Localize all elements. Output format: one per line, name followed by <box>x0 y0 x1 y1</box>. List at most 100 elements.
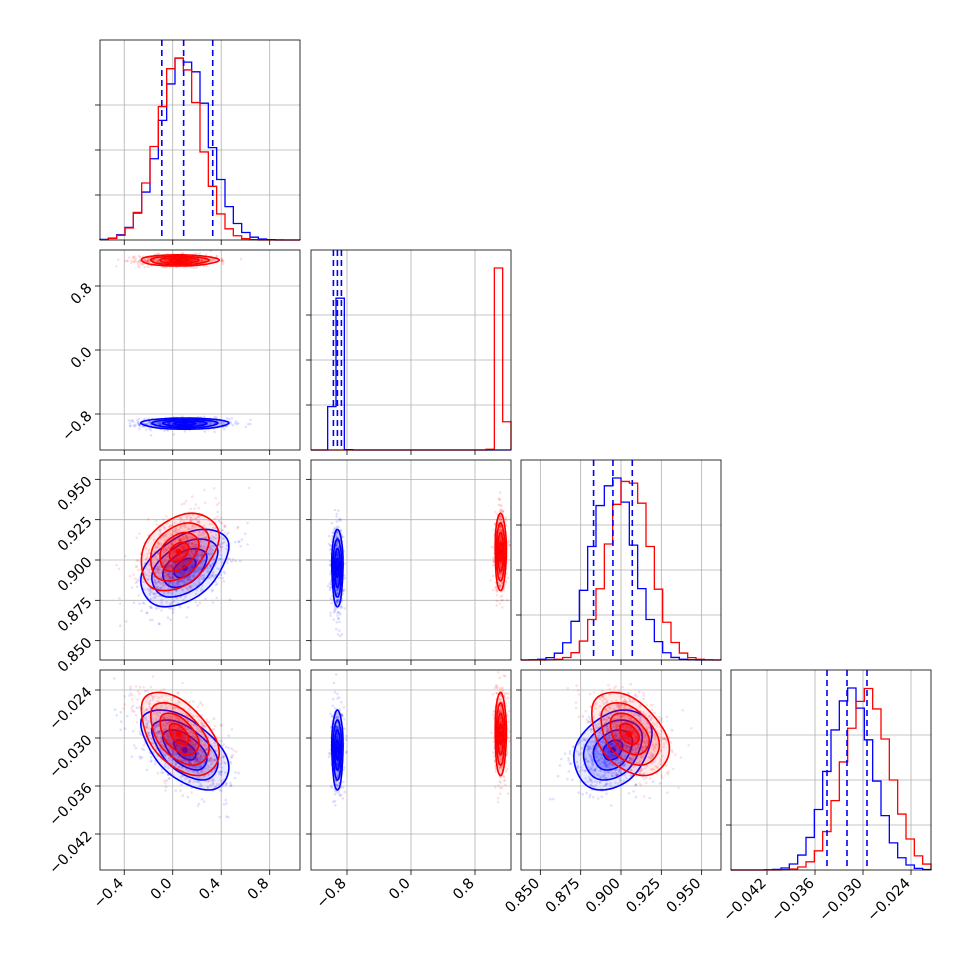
scatter-point <box>225 802 228 805</box>
scatter-point <box>151 560 154 564</box>
scatter-point <box>186 570 190 574</box>
scatter-point <box>184 499 188 503</box>
scatter-point <box>178 564 181 567</box>
scatter-point <box>132 573 135 577</box>
scatter-point <box>182 598 185 601</box>
scatter-point <box>180 415 184 418</box>
scatter-point <box>126 714 129 718</box>
scatter-point <box>343 588 346 592</box>
scatter-point <box>167 541 171 544</box>
panel-3-0 <box>95 669 301 875</box>
scatter-point <box>169 564 173 568</box>
scatter-point <box>153 580 156 584</box>
scatter-point <box>218 815 221 819</box>
scatter-point <box>187 541 191 545</box>
scatter-point <box>130 755 134 758</box>
scatter-point <box>169 564 173 567</box>
scatter-point <box>178 536 181 539</box>
scatter-point <box>167 546 170 549</box>
scatter-point <box>188 565 191 569</box>
scatter-point <box>166 573 170 576</box>
scatter-point <box>173 550 177 554</box>
scatter-point <box>157 542 160 545</box>
scatter-point <box>162 258 166 262</box>
scatter-point <box>210 545 213 548</box>
scatter-point <box>158 529 162 532</box>
scatter-point <box>190 516 193 520</box>
scatter-point <box>170 565 174 569</box>
scatter-point <box>181 562 185 566</box>
scatter-point <box>143 417 147 421</box>
scatter-point <box>176 538 180 541</box>
scatter-point <box>201 547 204 551</box>
scatter-point <box>165 548 168 552</box>
scatter-point <box>500 594 504 598</box>
scatter-point <box>208 422 212 426</box>
scatter-point <box>172 567 175 570</box>
scatter-point <box>134 581 138 584</box>
scatter-point <box>214 533 218 536</box>
scatter-point <box>187 527 191 531</box>
panel-frame <box>99 459 301 661</box>
scatter-point <box>171 557 174 560</box>
scatter-point <box>171 575 175 579</box>
scatter-point <box>218 543 222 547</box>
panel-frame <box>99 39 301 241</box>
scatter-point <box>147 548 151 552</box>
scatter-point <box>165 543 168 547</box>
scatter-point <box>342 535 345 539</box>
scatter-point <box>175 537 178 540</box>
scatter-point <box>165 566 169 569</box>
scatter-point <box>226 561 229 564</box>
scatter-point <box>184 595 187 599</box>
scatter-point <box>154 519 158 522</box>
scatter-point <box>328 563 332 567</box>
scatter-point <box>156 260 159 264</box>
scatter-point <box>220 545 224 549</box>
scatter-point <box>196 422 200 425</box>
scatter-point <box>183 430 187 433</box>
scatter-point <box>187 578 190 581</box>
scatter-point <box>199 567 202 570</box>
scatter-point <box>163 570 167 573</box>
scatter-point <box>186 535 189 539</box>
scatter-point <box>237 422 240 425</box>
scatter-point <box>223 524 226 527</box>
scatter-point <box>222 421 226 425</box>
scatter-point <box>164 558 167 561</box>
scatter-point <box>213 415 216 419</box>
scatter-point <box>220 789 223 793</box>
scatter-point <box>138 532 141 535</box>
scatter-point <box>157 568 161 571</box>
scatter-point <box>196 560 200 563</box>
scatter-point <box>203 488 206 492</box>
scatter-point <box>211 573 215 577</box>
scatter-point <box>194 546 198 549</box>
scatter-point <box>220 545 223 549</box>
scatter-point <box>197 521 201 524</box>
scatter-point <box>181 539 184 542</box>
scatter-point <box>190 542 193 545</box>
scatter-point <box>163 556 167 559</box>
scatter-point <box>156 559 159 562</box>
scatter-point <box>157 552 160 555</box>
scatter-point <box>224 798 227 802</box>
scatter-point <box>154 594 158 598</box>
scatter-point <box>176 562 180 565</box>
scatter-point <box>228 417 231 421</box>
scatter-point <box>164 573 168 577</box>
scatter-point <box>201 533 204 536</box>
scatter-point <box>165 259 168 263</box>
scatter-point <box>197 566 200 569</box>
scatter-point <box>189 576 193 579</box>
scatter-point <box>200 566 204 569</box>
scatter-point <box>331 531 334 534</box>
scatter-point <box>178 538 181 542</box>
scatter-point <box>172 548 176 552</box>
scatter-point <box>155 558 159 561</box>
scatter-point <box>197 554 200 557</box>
scatter-point <box>132 601 136 604</box>
scatter-point <box>192 542 195 545</box>
scatter-point <box>195 580 199 583</box>
scatter-point <box>186 795 190 799</box>
